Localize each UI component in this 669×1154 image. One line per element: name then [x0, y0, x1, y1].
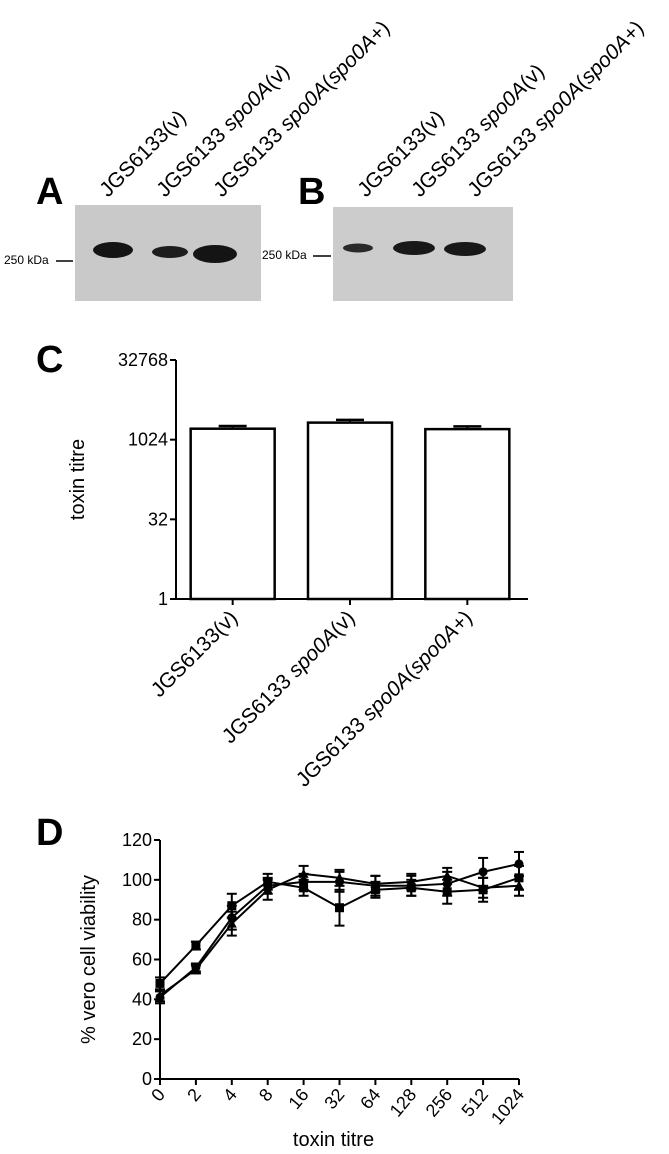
- panel-b-bands: [343, 241, 486, 256]
- data-point-triangle: [190, 964, 201, 974]
- data-point-square: [227, 901, 237, 911]
- x-tick-label: 32: [320, 1085, 348, 1113]
- data-point-triangle: [514, 880, 524, 890]
- category-label: JGS6133 spo0A(v): [218, 606, 360, 748]
- y-tick-label: 1024: [128, 430, 168, 450]
- data-point-triangle: [262, 884, 273, 894]
- data-point-triangle: [155, 990, 165, 1000]
- panel-a-lane-labels: JGS6133(v)JGS6133 spo0A(v)JGS6133 spo0A(…: [95, 16, 394, 201]
- data-point-square: [335, 903, 344, 913]
- panel-c-letter: C: [36, 339, 63, 381]
- y-tick-label: 32768: [118, 350, 168, 370]
- label-segment: JGS6133: [218, 666, 300, 748]
- data-point-square: [155, 978, 165, 988]
- x-tick-label: 256: [422, 1085, 457, 1121]
- panel-b-lane-labels: JGS6133(v)JGS6133 spo0A(v)JGS6133 spo0A(…: [353, 16, 648, 201]
- label-segment: JGS6133: [292, 709, 374, 791]
- x-tick-label: 2: [183, 1085, 205, 1106]
- x-tick-label: 8: [255, 1085, 277, 1106]
- blot-band-lane-3: [444, 242, 486, 256]
- x-tick-label: 1024: [487, 1085, 528, 1129]
- blot-band-lane-2: [152, 246, 188, 258]
- label-segment: spo0A+: [405, 611, 472, 678]
- x-tick-label: 16: [284, 1085, 312, 1113]
- y-tick-label: 40: [132, 989, 152, 1009]
- label-segment: spo0A+: [322, 21, 389, 88]
- y-axis-title: % vero cell viability: [78, 875, 100, 1044]
- bar: [306, 421, 394, 601]
- blot-band-lane-2: [393, 241, 435, 255]
- y-tick-label: 20: [132, 1029, 152, 1049]
- data-point-triangle: [298, 868, 309, 878]
- data-point-triangle: [442, 870, 453, 880]
- y-axis-title: toxin titre: [67, 439, 89, 520]
- category-label: JGS6133(v): [147, 606, 242, 701]
- y-tick-label: 80: [132, 910, 152, 930]
- panel-a-letter: A: [36, 171, 63, 213]
- blot-band-lane-3: [193, 245, 237, 263]
- label-segment: spo0A+: [576, 21, 643, 88]
- x-axis-title: toxin titre: [293, 1129, 374, 1151]
- x-tick-label: 0: [147, 1085, 169, 1106]
- bar: [189, 427, 276, 601]
- data-point-triangle: [370, 878, 381, 888]
- panel-b-marker-label: 250 kDa: [262, 248, 307, 262]
- panel-b-letter: B: [298, 171, 325, 213]
- blot-band-lane-1: [93, 242, 133, 258]
- y-tick-label: 100: [122, 870, 152, 890]
- y-tick-label: 0: [142, 1069, 152, 1089]
- data-point-triangle: [226, 918, 237, 928]
- data-point-circle: [478, 867, 488, 877]
- data-point-square: [442, 887, 452, 897]
- y-tick-label: 120: [122, 830, 152, 850]
- x-tick-label: 4: [219, 1085, 241, 1106]
- x-tick-label: 128: [386, 1085, 421, 1121]
- data-point-triangle: [406, 876, 417, 886]
- data-point-square: [191, 941, 201, 951]
- label-segment: JGS6133(v): [147, 606, 242, 701]
- panel-a-bands: [93, 242, 237, 263]
- data-point-triangle: [478, 882, 489, 892]
- data-point-square: [299, 883, 309, 893]
- panel-b: B JGS6133(v)JGS6133 spo0A(v)JGS6133 spo0…: [262, 16, 648, 301]
- bar: [424, 427, 511, 601]
- y-tick-label: 60: [132, 950, 152, 970]
- blot-band-lane-1: [343, 243, 373, 253]
- x-tick-label: 64: [356, 1085, 384, 1113]
- panel-a-marker-label: 250 kDa: [4, 253, 49, 267]
- data-point-triangle: [334, 872, 345, 882]
- y-tick-label: 32: [148, 509, 168, 529]
- panel-d-letter: D: [36, 812, 63, 854]
- y-tick-label: 1: [158, 589, 168, 609]
